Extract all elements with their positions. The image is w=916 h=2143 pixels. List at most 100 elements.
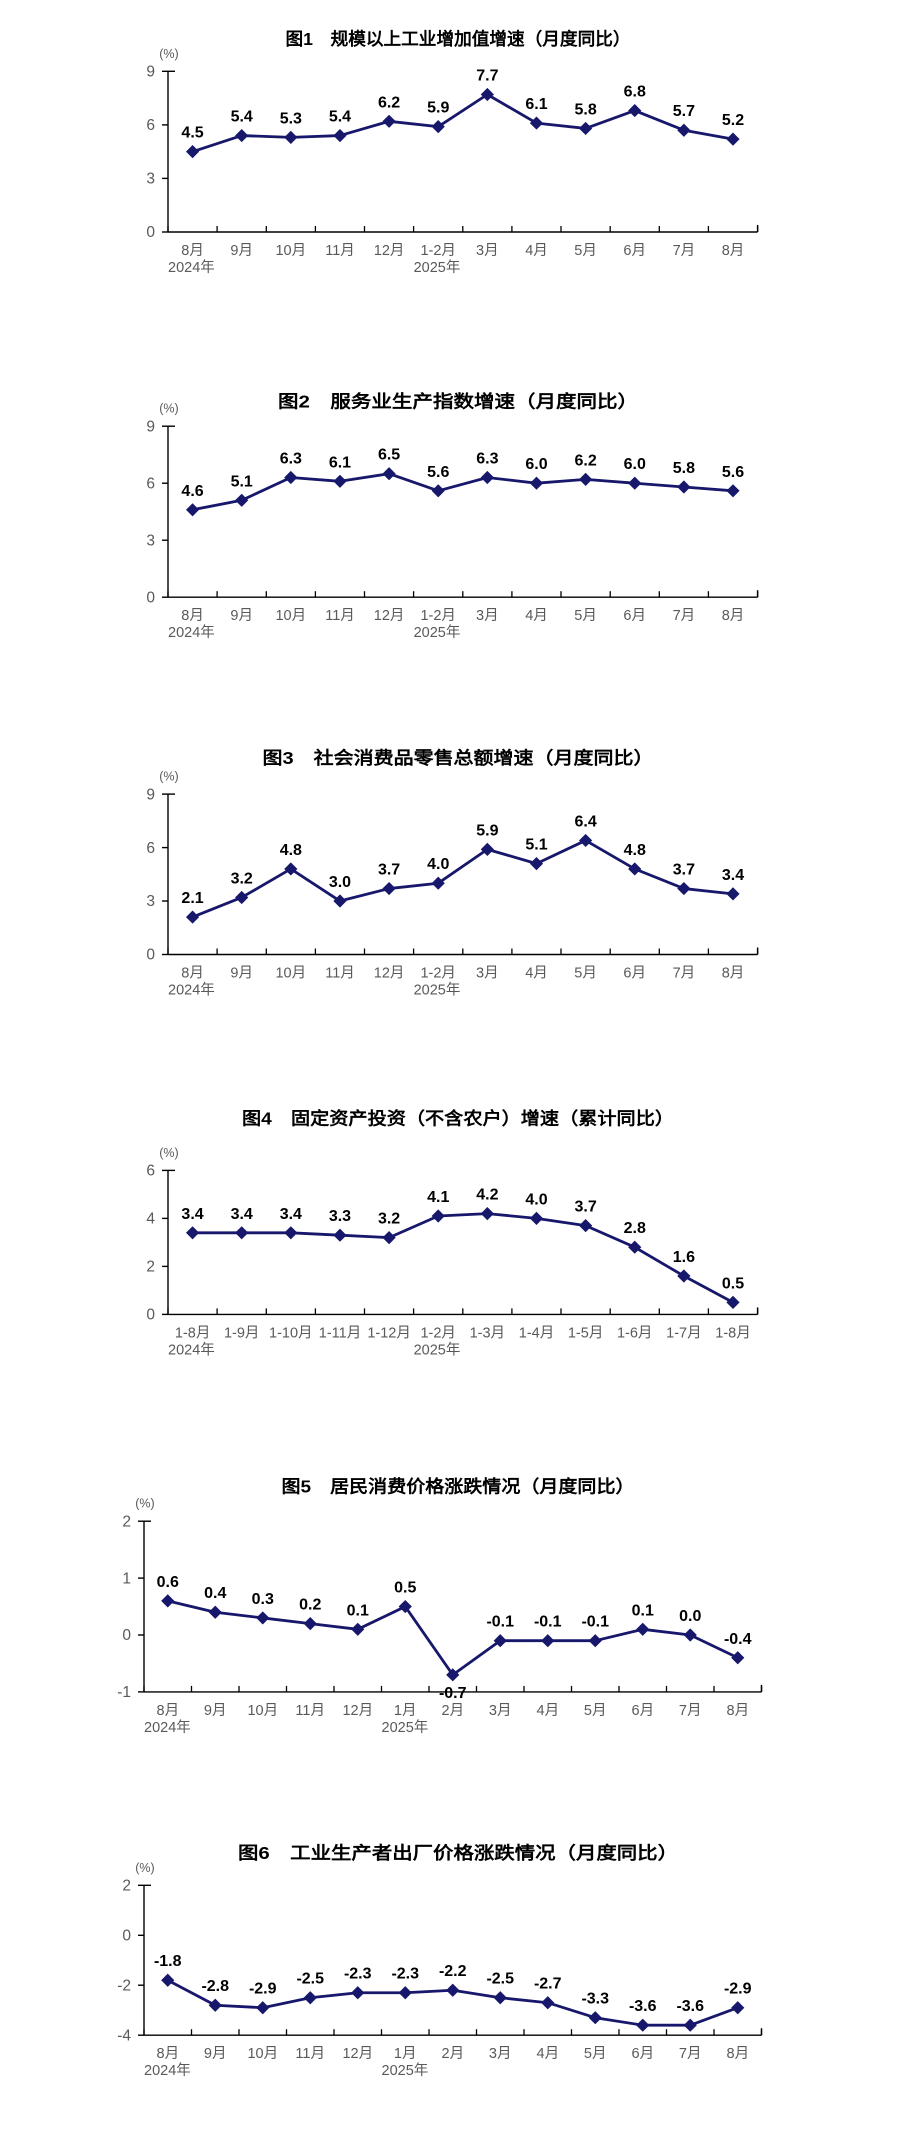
svg-text:5.4: 5.4	[329, 109, 351, 126]
svg-text:4月: 4月	[537, 1703, 560, 1719]
svg-text:1-2月: 1-2月	[420, 966, 455, 982]
svg-text:8月: 8月	[727, 1703, 750, 1719]
svg-text:8月: 8月	[722, 243, 745, 259]
svg-text:2025年: 2025年	[382, 1719, 429, 1736]
svg-text:3.3: 3.3	[329, 1208, 351, 1225]
svg-text:6月: 6月	[623, 966, 646, 982]
svg-text:7月: 7月	[673, 243, 696, 259]
svg-text:8月: 8月	[157, 2046, 180, 2062]
svg-text:8月: 8月	[181, 243, 204, 259]
svg-text:4月: 4月	[525, 243, 548, 259]
svg-text:-2.8: -2.8	[201, 1978, 229, 1995]
svg-text:7.7: 7.7	[476, 68, 498, 85]
svg-text:6.2: 6.2	[574, 452, 596, 469]
svg-text:-2.5: -2.5	[296, 1971, 324, 1988]
svg-text:3.7: 3.7	[574, 1199, 596, 1216]
svg-text:11月: 11月	[325, 608, 355, 624]
svg-text:9月: 9月	[204, 2046, 227, 2062]
svg-text:3.7: 3.7	[673, 862, 695, 879]
svg-text:3.4: 3.4	[181, 1206, 203, 1223]
svg-text:(%): (%)	[135, 1497, 154, 1511]
svg-text:5.1: 5.1	[525, 837, 547, 854]
svg-text:3月: 3月	[476, 608, 499, 624]
svg-text:0.5: 0.5	[394, 1580, 416, 1597]
svg-text:3月: 3月	[476, 243, 499, 259]
svg-text:2024年: 2024年	[168, 259, 215, 276]
svg-text:10月: 10月	[247, 2046, 278, 2062]
svg-text:-3.6: -3.6	[629, 1998, 657, 2015]
svg-text:(%): (%)	[159, 402, 178, 416]
svg-text:2024年: 2024年	[168, 1341, 215, 1358]
svg-text:9月: 9月	[230, 966, 253, 982]
svg-text:5月: 5月	[574, 243, 597, 259]
svg-text:2月: 2月	[442, 1703, 465, 1719]
svg-text:1-9月: 1-9月	[224, 1325, 259, 1341]
svg-text:11月: 11月	[325, 243, 355, 259]
svg-text:2024年: 2024年	[144, 1719, 191, 1736]
svg-text:(%): (%)	[135, 1861, 154, 1875]
svg-text:5月: 5月	[574, 966, 597, 982]
svg-text:-1.8: -1.8	[154, 1953, 182, 1970]
svg-text:6.0: 6.0	[525, 456, 547, 473]
svg-text:(%): (%)	[159, 1146, 178, 1160]
svg-text:-2.9: -2.9	[249, 1981, 277, 1998]
svg-text:12月: 12月	[342, 1703, 373, 1719]
svg-text:0: 0	[146, 224, 155, 241]
svg-text:1-2月: 1-2月	[420, 608, 455, 624]
svg-text:1-10月: 1-10月	[269, 1325, 313, 1341]
svg-text:6.1: 6.1	[525, 96, 547, 113]
svg-text:1-7月: 1-7月	[666, 1325, 701, 1341]
svg-text:5.7: 5.7	[673, 103, 695, 120]
svg-text:10月: 10月	[275, 966, 306, 982]
svg-text:11月: 11月	[295, 2046, 325, 2062]
svg-text:3.2: 3.2	[231, 870, 253, 887]
svg-text:2: 2	[146, 1259, 155, 1276]
svg-text:0.2: 0.2	[299, 1597, 321, 1614]
svg-text:图1 规模以上工业增加值增速（月度同比）: 图1 规模以上工业增加值增速（月度同比）	[286, 29, 631, 49]
svg-text:-0.1: -0.1	[486, 1614, 514, 1631]
svg-text:-2.2: -2.2	[439, 1963, 467, 1980]
svg-text:9月: 9月	[230, 608, 253, 624]
svg-text:0.1: 0.1	[632, 1602, 654, 1619]
svg-text:4.5: 4.5	[181, 125, 203, 142]
svg-text:图5 居民消费价格涨跌情况（月度同比）: 图5 居民消费价格涨跌情况（月度同比）	[282, 1477, 635, 1497]
svg-text:1月: 1月	[394, 1703, 417, 1719]
svg-text:2024年: 2024年	[144, 2062, 191, 2079]
svg-text:6: 6	[146, 840, 155, 857]
svg-text:0: 0	[146, 1307, 155, 1324]
svg-text:3.0: 3.0	[329, 874, 351, 891]
svg-text:3.2: 3.2	[378, 1211, 400, 1228]
svg-text:3.7: 3.7	[378, 862, 400, 879]
svg-text:7月: 7月	[679, 1703, 702, 1719]
svg-text:-2.3: -2.3	[344, 1966, 372, 1983]
svg-text:8月: 8月	[722, 608, 745, 624]
svg-text:1-4月: 1-4月	[519, 1325, 554, 1341]
svg-text:6: 6	[146, 117, 155, 134]
svg-text:3月: 3月	[476, 966, 499, 982]
svg-text:5.3: 5.3	[280, 110, 302, 127]
svg-text:2025年: 2025年	[414, 982, 461, 999]
svg-text:0: 0	[122, 1928, 131, 1945]
svg-text:0.6: 0.6	[157, 1574, 179, 1591]
svg-text:3.4: 3.4	[722, 867, 744, 884]
svg-text:8月: 8月	[157, 1703, 180, 1719]
svg-text:-2.7: -2.7	[534, 1976, 562, 1993]
svg-text:2025年: 2025年	[382, 2062, 429, 2079]
svg-text:-3.3: -3.3	[581, 1991, 609, 2008]
svg-text:9: 9	[146, 786, 155, 803]
svg-text:0.4: 0.4	[204, 1585, 226, 1602]
svg-text:4.2: 4.2	[476, 1187, 498, 1204]
svg-text:5.6: 5.6	[722, 464, 744, 481]
svg-text:12月: 12月	[374, 966, 405, 982]
svg-text:4月: 4月	[537, 2046, 560, 2062]
svg-text:-0.1: -0.1	[581, 1614, 609, 1631]
svg-text:8月: 8月	[727, 2046, 750, 2062]
svg-text:6: 6	[146, 475, 155, 492]
svg-text:-0.4: -0.4	[724, 1631, 752, 1648]
svg-text:2: 2	[122, 1878, 131, 1895]
svg-text:1-8月: 1-8月	[715, 1325, 750, 1341]
svg-text:2.8: 2.8	[624, 1220, 646, 1237]
svg-text:0: 0	[122, 1627, 131, 1644]
svg-text:3: 3	[146, 532, 155, 549]
svg-text:9月: 9月	[230, 243, 253, 259]
